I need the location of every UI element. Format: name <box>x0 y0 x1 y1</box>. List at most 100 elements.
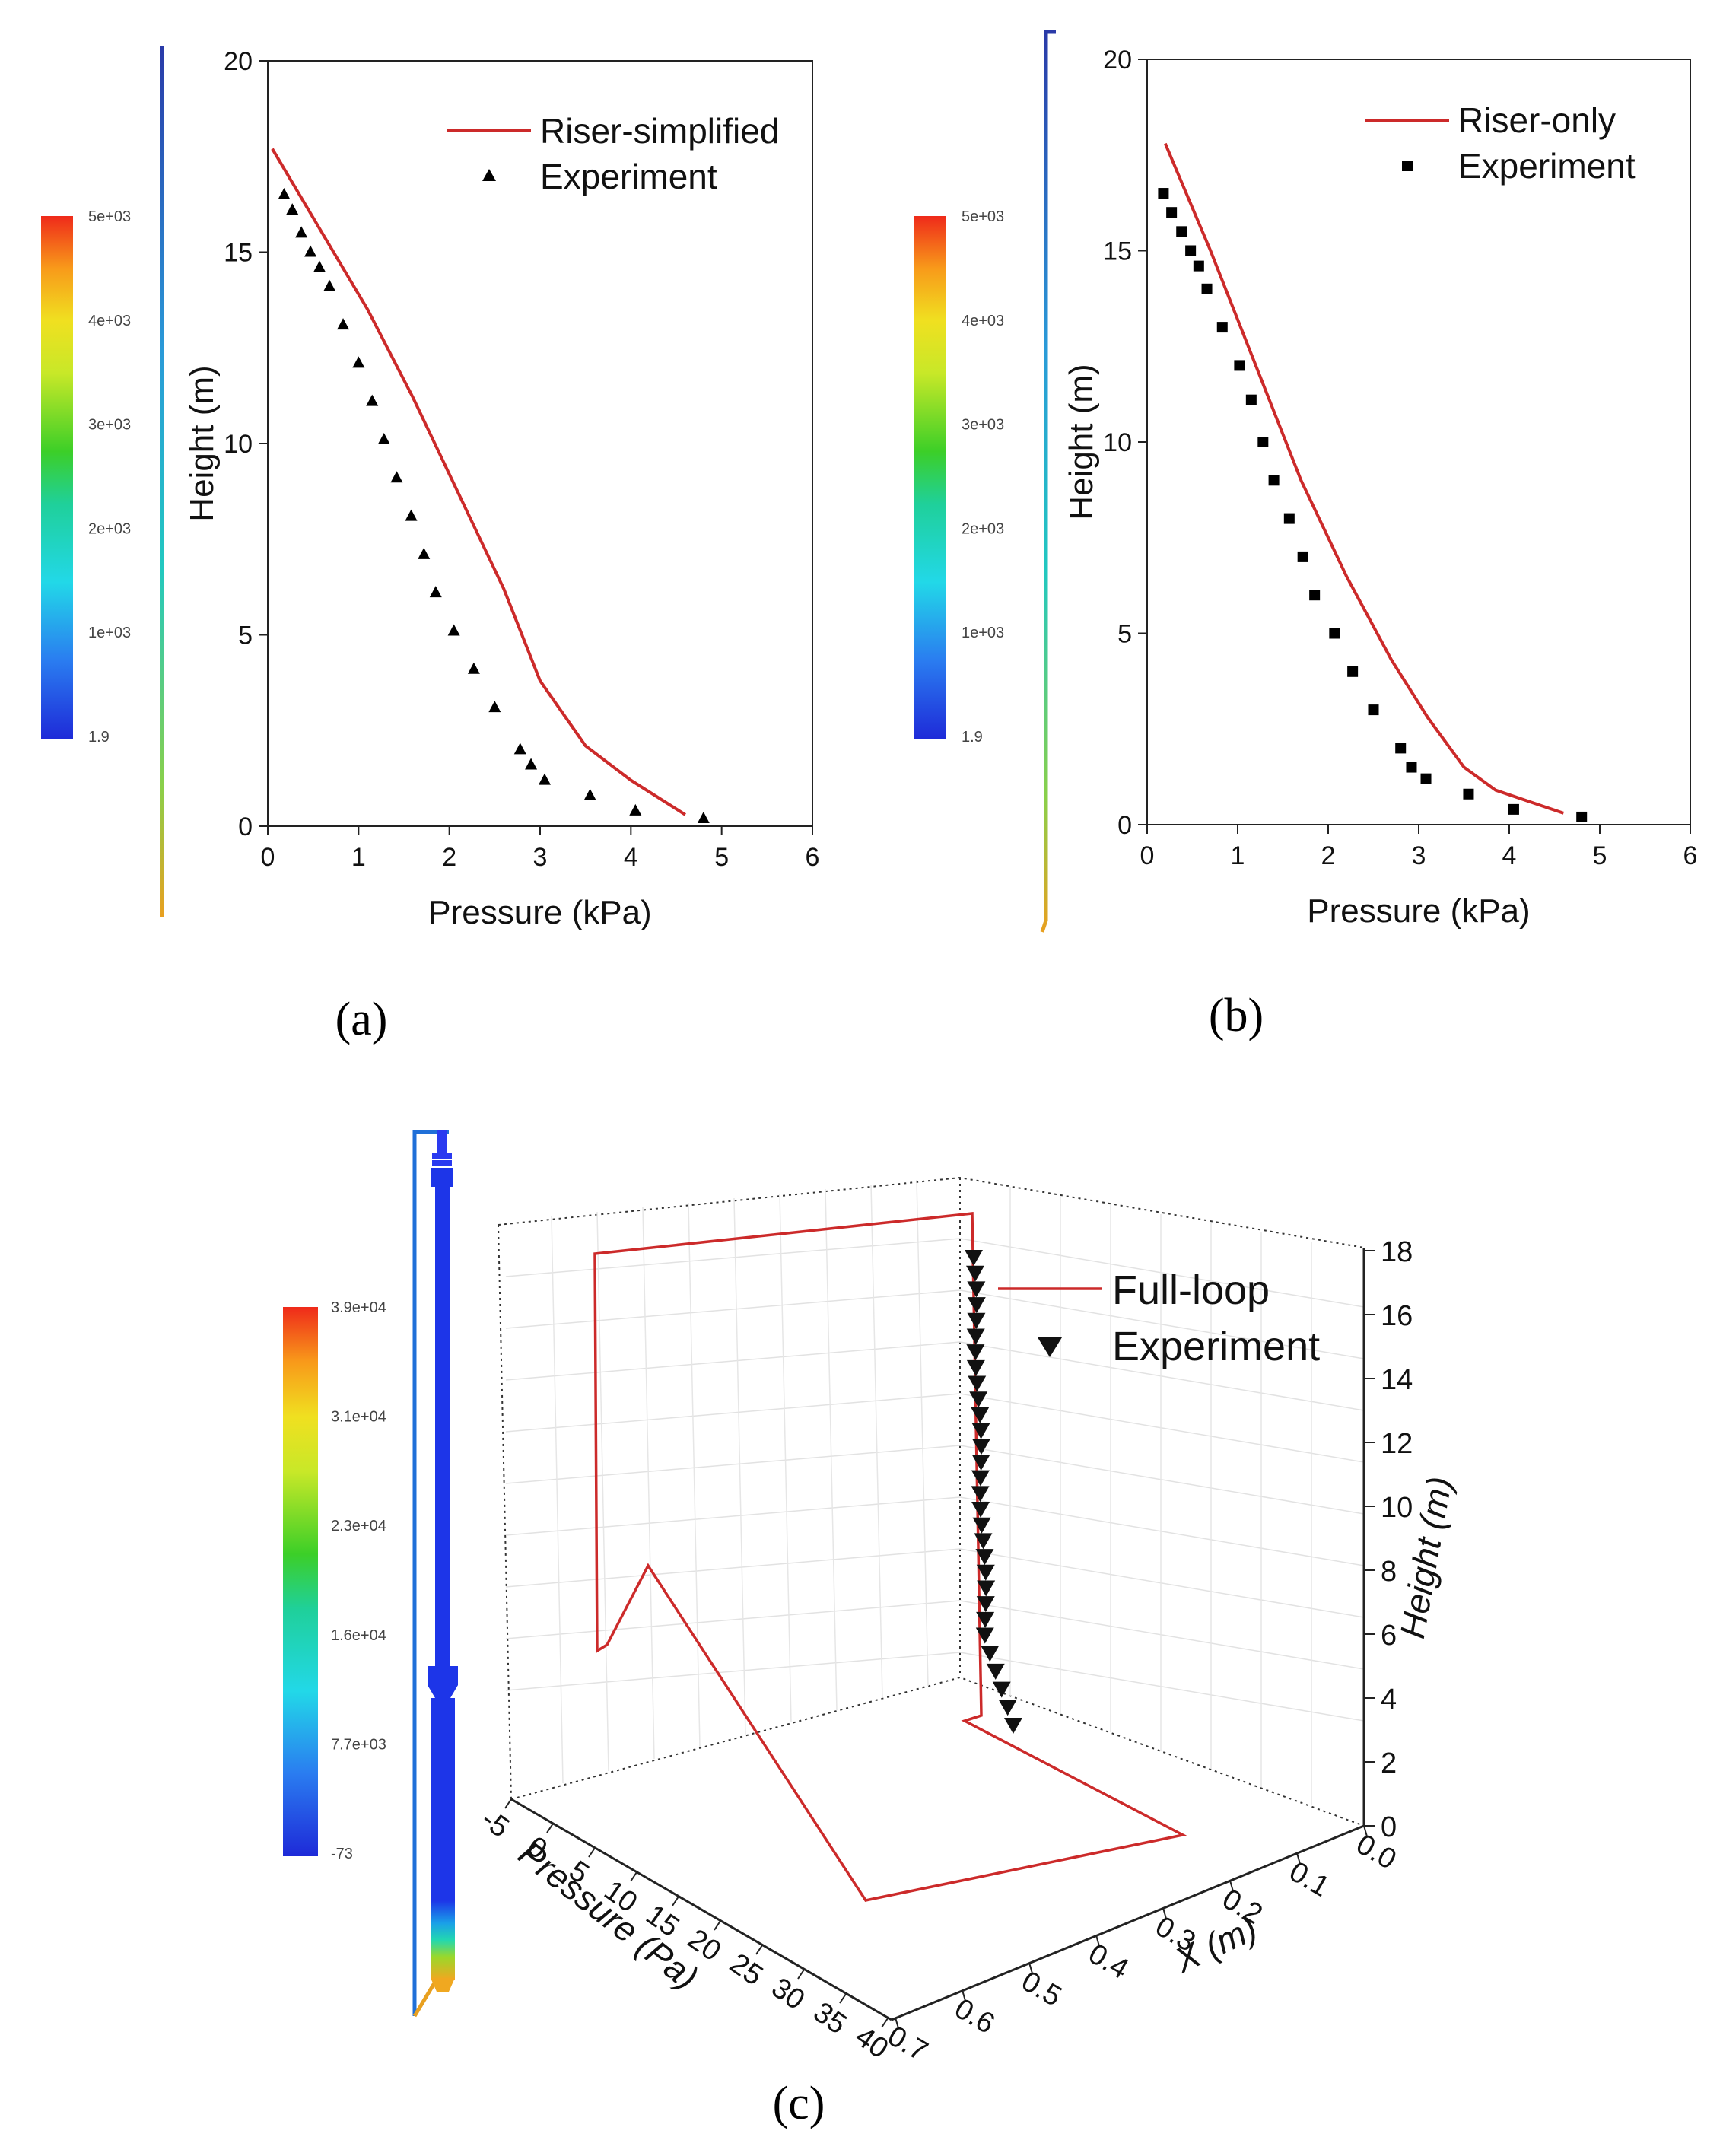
experiment-point <box>1368 704 1379 716</box>
x-tick-label: 0 <box>1140 841 1155 870</box>
grid-line <box>642 1207 655 1760</box>
y-tick-label: 10 <box>1103 428 1132 457</box>
grid-line <box>825 1188 838 1711</box>
experiment-point <box>1420 773 1432 784</box>
colorbar-tick-label: 1e+03 <box>962 625 1004 641</box>
experiment-point <box>971 1502 990 1518</box>
grid-line <box>505 1393 961 1433</box>
y-axis-label: Height (m) <box>183 365 221 521</box>
experiment-point <box>992 1681 1011 1698</box>
experiment-point <box>583 788 596 800</box>
x-tick-label: 0.2 <box>1217 1883 1268 1931</box>
experiment-point <box>447 624 460 636</box>
grid-line <box>959 1652 1365 1722</box>
x-tick-label: 3 <box>1412 841 1426 870</box>
pressure-tick-label: -5 <box>475 1803 515 1844</box>
experiment-point <box>1329 628 1340 639</box>
legend-label: Experiment <box>1458 146 1636 186</box>
experiment-point <box>1003 1718 1022 1734</box>
riser-pipe-b <box>1040 30 1056 933</box>
experiment-point <box>967 1281 986 1298</box>
experiment-point <box>304 245 317 257</box>
pressure-tick-label: 35 <box>808 1996 853 2041</box>
height-tick-label: 0 <box>1381 1811 1397 1843</box>
grid-line <box>959 1600 1365 1670</box>
legend-label: Riser-simplified <box>540 111 779 151</box>
experiment-point <box>977 1580 996 1597</box>
pressure-tick-label: 20 <box>682 1923 727 1968</box>
experiment-point <box>467 662 480 674</box>
y-tick-label: 20 <box>1103 46 1132 75</box>
axis-box-left-edge <box>498 1224 512 1800</box>
experiment-point <box>968 1375 987 1392</box>
x-tick-label: 1 <box>351 843 366 872</box>
colorbar-tick-label: 1.9 <box>88 729 110 746</box>
experiment-point <box>405 509 418 521</box>
experiment-point <box>1309 590 1321 601</box>
x-tick-mark <box>1028 1962 1033 1974</box>
pressure-tick-label: 40 <box>850 2021 895 2065</box>
experiment-point <box>1257 437 1269 447</box>
chart-a: 5e+03 4e+03 3e+03 2e+03 1e+03 1.9 0 1 2 3 4 5 6 0 5 10… <box>41 46 819 1045</box>
x-axis-label: Pressure (kPa) <box>428 894 651 931</box>
x-axis-label: X (m) <box>1168 1908 1263 1980</box>
x-tick-mark <box>1162 1907 1167 1919</box>
y-tick-label: 5 <box>1117 620 1132 649</box>
experiment-point <box>967 1312 986 1329</box>
experiment-point <box>972 1517 991 1534</box>
experiment-point <box>352 356 365 368</box>
height-tick-label: 4 <box>1381 1684 1397 1716</box>
colorbar-a <box>41 216 73 739</box>
grid-line <box>779 1193 792 1723</box>
x-tick-label: 0.1 <box>1284 1855 1335 1903</box>
experiment-point <box>976 1596 995 1613</box>
grid-line <box>596 1211 609 1772</box>
experiment-point <box>1158 188 1169 199</box>
grid-line <box>505 1341 961 1381</box>
experiment-point <box>629 803 642 816</box>
experiment-point <box>525 758 538 770</box>
colorbar-tick-label: 3.1e+04 <box>331 1409 386 1426</box>
grid-line <box>870 1184 883 1699</box>
x-tick-mark <box>962 1989 966 2002</box>
y-tick-label: 5 <box>238 622 253 650</box>
pressure-axis-label: Pressure (Pa) <box>511 1833 706 1998</box>
pressure-tick-label: 30 <box>766 1972 811 2017</box>
grid-line <box>959 1289 1365 1359</box>
x-tick-label: 0.3 <box>1150 1910 1201 1958</box>
experiment-point <box>286 203 299 215</box>
grid-line <box>505 1652 961 1691</box>
pressure-tick-mark <box>504 1798 512 1809</box>
colorbar-tick-label: 1.6e+04 <box>331 1627 386 1644</box>
colorbar-tick-label: 7.7e+03 <box>331 1736 386 1753</box>
experiment-point <box>971 1454 990 1471</box>
experiment-point <box>1176 226 1187 237</box>
legend-marker-swatch <box>1402 161 1413 171</box>
experiment-point <box>377 432 390 444</box>
experiment-point <box>966 1344 985 1361</box>
experiment-point <box>975 1549 994 1566</box>
experiment-point <box>1395 743 1407 754</box>
pressure-tick-mark <box>755 1945 763 1955</box>
colorbar-tick-label: 2e+03 <box>88 520 131 537</box>
experiment-point <box>697 811 710 823</box>
experiment-point <box>969 1391 988 1408</box>
experiment-point <box>971 1407 990 1423</box>
experiment-point <box>981 1646 1000 1662</box>
experiment-point <box>488 701 501 713</box>
x-axis-label: Pressure (kPa) <box>1307 892 1530 930</box>
colorbar-tick-label: 2.3e+04 <box>331 1518 386 1534</box>
grid-line <box>688 1202 701 1747</box>
experiment-point <box>418 547 431 559</box>
x-tick-mark <box>1229 1880 1234 1892</box>
panel-label-c: (c) <box>773 2078 825 2129</box>
x-axis-line <box>891 1824 1365 2021</box>
grid-line <box>959 1238 1365 1308</box>
legend-marker-swatch <box>482 169 496 181</box>
grid-line <box>505 1548 961 1588</box>
grid-line <box>959 1341 1365 1411</box>
y-tick-label: 15 <box>1103 237 1132 266</box>
experiment-point <box>1283 513 1295 524</box>
axis-box-top-edge <box>498 1176 1365 1803</box>
experiment-point <box>1268 475 1280 486</box>
